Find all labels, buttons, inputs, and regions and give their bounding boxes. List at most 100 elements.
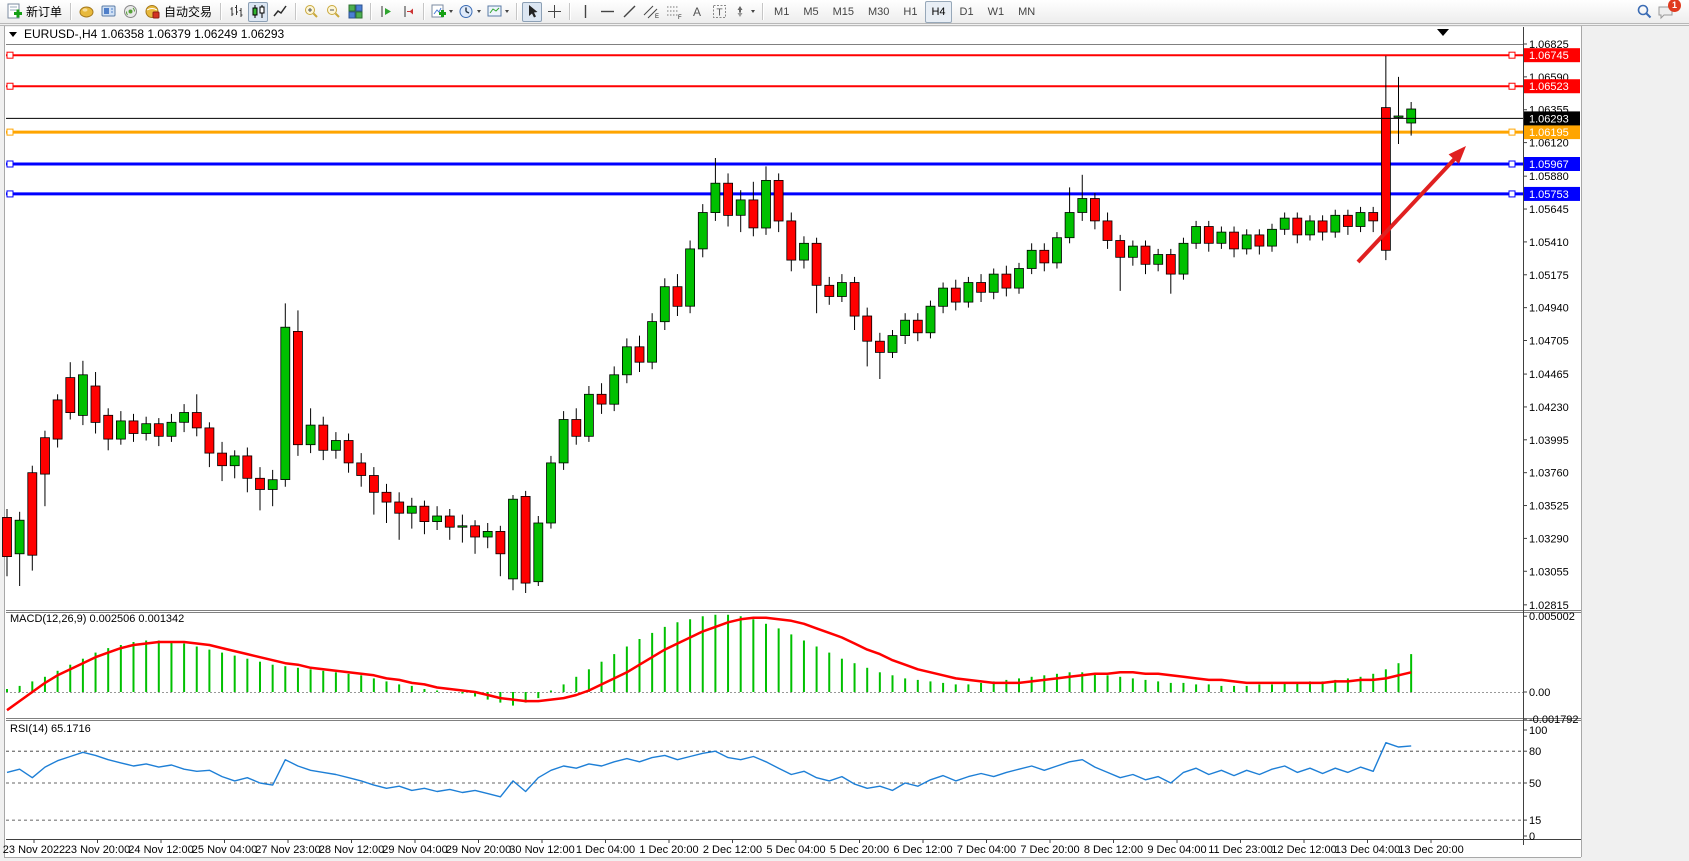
price-tick-label: 1.03760 (1529, 468, 1569, 480)
auto-scroll-icon (381, 6, 391, 17)
horizontal-line-button[interactable] (597, 2, 617, 22)
svg-text:A: A (693, 5, 701, 19)
bar-chart-button[interactable] (226, 2, 246, 22)
price-line-label: 1.05967 (1524, 157, 1580, 171)
trend-arrow-line[interactable] (1356, 149, 1464, 264)
candle-up (1153, 254, 1164, 265)
time-tick-label[interactable]: 29 Nov 04:00 (382, 844, 447, 856)
time-tick-label[interactable]: 11 Dec 23:00 (1208, 844, 1273, 856)
autotrading-label[interactable]: 自动交易 (164, 5, 213, 19)
timeframe-h1[interactable]: H1 (903, 5, 918, 18)
timeframe-d1[interactable]: D1 (959, 5, 974, 18)
line-chart-button[interactable] (270, 2, 290, 22)
candle-up (900, 319, 910, 337)
chat-button[interactable]: 1 (1656, 0, 1681, 22)
trend-arrow-head[interactable] (1448, 146, 1466, 164)
candle-down (1229, 231, 1239, 250)
new-order-button[interactable] (4, 2, 24, 22)
timeframe-m1[interactable]: M1 (774, 5, 790, 18)
candle-down (723, 182, 733, 216)
candle-down (191, 412, 202, 429)
timeframe-mn[interactable]: MN (1018, 5, 1036, 18)
time-tick-label[interactable]: 1 Dec 04:00 (576, 844, 635, 856)
signals-button[interactable] (120, 2, 140, 22)
time-tick-label[interactable]: 12 Dec 12:00 (1271, 844, 1336, 856)
autotrading-button[interactable] (142, 2, 162, 22)
time-tick-label[interactable]: 23 Nov 20:00 (65, 844, 130, 856)
time-tick-label[interactable]: 28 Nov 12:00 (319, 844, 384, 856)
auto-scroll-button[interactable] (376, 2, 396, 22)
rsi-tick-label: 0 (1529, 831, 1535, 843)
trend-arrow[interactable] (1356, 146, 1466, 264)
zoom-out-button[interactable] (323, 2, 343, 22)
time-tick-label[interactable]: 1 Dec 20:00 (639, 844, 698, 856)
time-tick-label[interactable]: 25 Nov 04:00 (192, 844, 257, 856)
timeframe-m5[interactable]: M5 (803, 5, 819, 18)
time-tick-label[interactable]: 7 Dec 04:00 (957, 844, 1016, 856)
periods-dropdown[interactable] (457, 2, 483, 22)
cursor-button[interactable] (522, 1, 543, 22)
line-handle[interactable] (1508, 82, 1516, 90)
time-tick-label[interactable]: 30 Nov 12:00 (509, 844, 574, 856)
search-button[interactable] (1634, 2, 1654, 22)
line-handle[interactable] (6, 190, 14, 198)
market-watch-button[interactable] (76, 2, 96, 22)
chart-shift-marker[interactable] (1437, 29, 1449, 36)
time-tick-label[interactable]: 8 Dec 12:00 (1084, 844, 1143, 856)
price-line-label: 1.06745 (1524, 48, 1580, 63)
fibonacci-button[interactable]: F (664, 2, 685, 22)
text-button[interactable]: A (687, 2, 707, 22)
vertical-line-button[interactable] (575, 2, 595, 22)
line-handle[interactable] (6, 51, 14, 59)
arrows-dropdown[interactable] (731, 2, 757, 22)
separator (516, 3, 518, 20)
line-handle[interactable] (1508, 128, 1516, 136)
time-tick-label[interactable]: 13 Dec 04:00 (1335, 844, 1400, 856)
line-handle[interactable] (1508, 190, 1516, 198)
candlestick-button[interactable] (248, 1, 269, 22)
time-tick-label[interactable]: 5 Dec 20:00 (830, 844, 889, 856)
line-handle[interactable] (1508, 51, 1516, 59)
new-chart-dropdown[interactable] (429, 2, 455, 22)
time-tick-label[interactable]: 24 Nov 12:00 (128, 844, 193, 856)
navigator-button[interactable] (98, 2, 118, 22)
crosshair-button[interactable] (544, 2, 564, 22)
time-tick-label[interactable]: 13 Dec 20:00 (1398, 844, 1463, 856)
timeframe-h4[interactable]: H4 (925, 0, 952, 23)
candle-down (103, 414, 114, 440)
timeframe-w1[interactable]: W1 (987, 5, 1005, 18)
time-tick-label[interactable]: 27 Nov 23:00 (255, 844, 320, 856)
price-label-text: 1.06195 (1529, 127, 1569, 139)
line-handle[interactable] (6, 128, 14, 136)
price-label-box (1524, 48, 1580, 63)
time-tick-label[interactable]: 6 Dec 12:00 (893, 844, 952, 856)
candle-down (27, 472, 38, 556)
time-tick-label[interactable]: 2 Dec 12:00 (703, 844, 762, 856)
new-order-label[interactable]: 新订单 (26, 5, 63, 19)
timeframe-m15[interactable]: M15 (832, 5, 854, 18)
candle-up (482, 531, 493, 538)
symbol-dropdown-icon[interactable] (9, 32, 17, 37)
time-tick-label[interactable]: 9 Dec 04:00 (1147, 844, 1206, 856)
time-tick-label[interactable]: 7 Dec 20:00 (1020, 844, 1079, 856)
trendline-button[interactable] (619, 2, 639, 22)
line-handle[interactable] (6, 82, 14, 90)
tile-windows-button[interactable] (345, 2, 365, 22)
rsi-tick-label: 15 (1529, 815, 1541, 827)
time-tick-label[interactable]: 29 Nov 20:00 (446, 844, 511, 856)
time-tick-label[interactable]: 23 Nov 2022 (3, 844, 65, 856)
candle-up (558, 419, 569, 464)
price-label-box (1524, 79, 1580, 94)
line-handle[interactable] (6, 160, 14, 168)
templates-dropdown[interactable] (485, 2, 511, 22)
line-handle[interactable] (1508, 160, 1516, 168)
candle-up (1014, 268, 1024, 289)
channel-button[interactable]: E (641, 2, 662, 22)
chart-shift-button[interactable] (398, 2, 418, 22)
timeframe-m30[interactable]: M30 (868, 5, 890, 18)
zoom-in-button[interactable] (301, 2, 321, 22)
time-tick-label[interactable]: 5 Dec 04:00 (766, 844, 825, 856)
text-label-button[interactable]: T (709, 2, 729, 22)
